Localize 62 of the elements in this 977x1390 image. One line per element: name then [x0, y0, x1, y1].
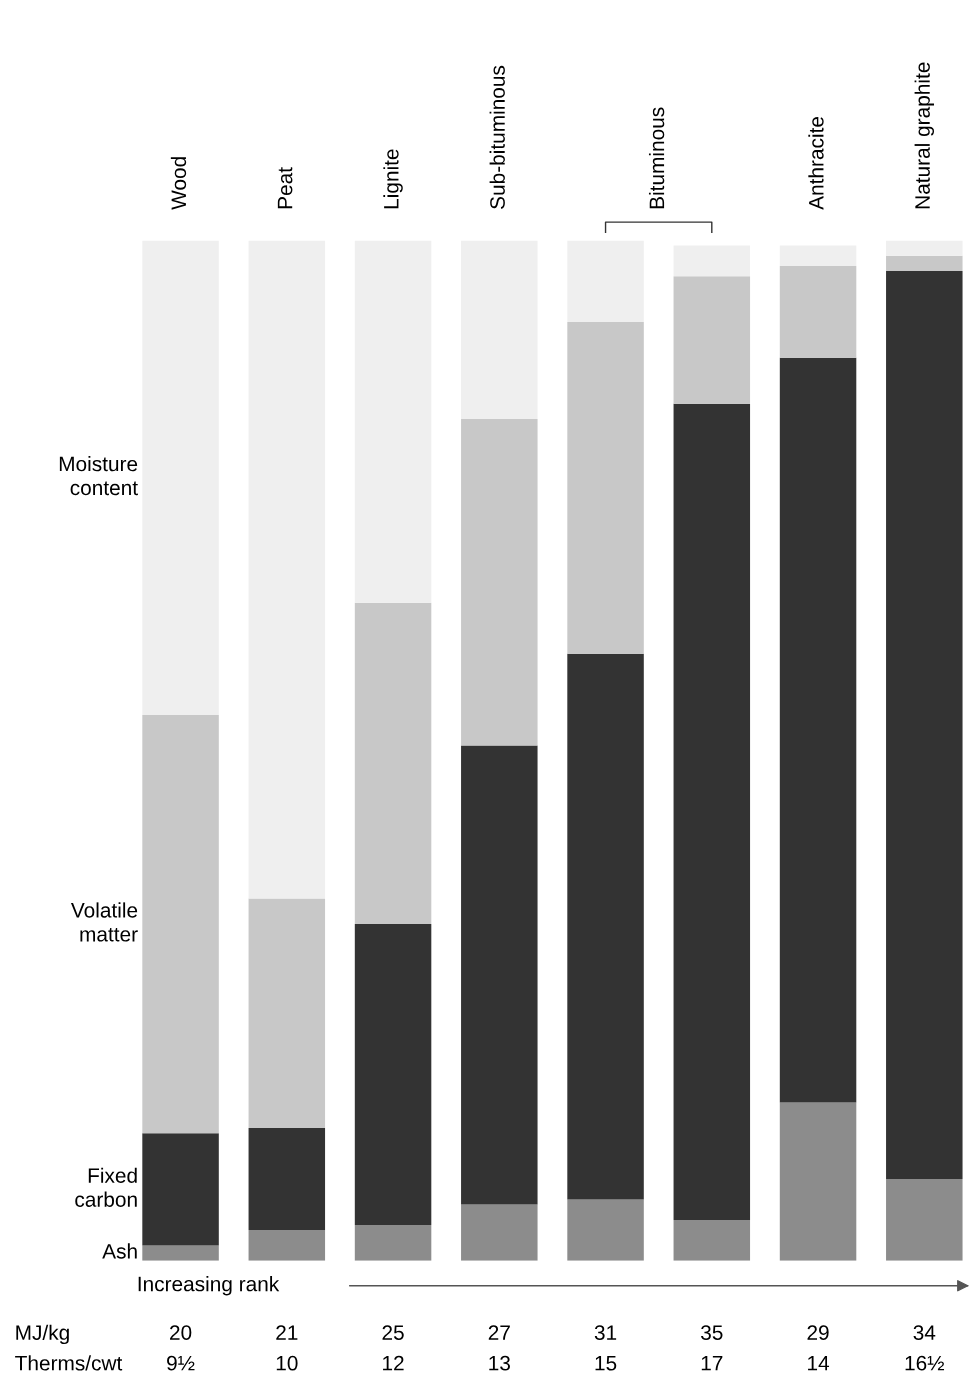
- series-label: Moisture content: [59, 456, 138, 496]
- x-tick-label: Lignite: [383, 149, 403, 209]
- bar: [673, 276, 751, 404]
- x-tick-label: Bituminous: [648, 107, 665, 209]
- text: 35: [701, 1325, 723, 1340]
- bar: [461, 1204, 538, 1261]
- text: 10: [276, 1355, 298, 1371]
- bar: [248, 898, 326, 1129]
- bar: [779, 245, 857, 266]
- bar: [461, 240, 538, 420]
- series-label: Ash: [102, 1243, 137, 1259]
- text: 29: [807, 1325, 829, 1340]
- text: Therms/cwt: [15, 1355, 123, 1371]
- text: Increasing rank: [138, 1276, 280, 1296]
- bar: [142, 714, 219, 1134]
- bar: [248, 1128, 326, 1231]
- x-tick-label: Anthracite: [808, 116, 824, 210]
- bar: [673, 403, 751, 1220]
- text: 21: [276, 1325, 298, 1340]
- x-tick-label: Peat: [277, 167, 293, 209]
- bar: [567, 653, 644, 1200]
- text: 20: [170, 1325, 192, 1340]
- bar: [248, 1230, 326, 1261]
- text: 34: [913, 1325, 936, 1340]
- bar: [142, 1245, 219, 1261]
- bar: [567, 1199, 644, 1261]
- bar: [673, 1219, 751, 1261]
- text: 14: [808, 1356, 830, 1371]
- x-tick-label: Sub-bituminous: [489, 65, 505, 209]
- x-tick-label: Wood: [170, 157, 187, 210]
- text: 25: [382, 1325, 404, 1340]
- bar: [567, 240, 644, 323]
- text: 16½: [905, 1355, 945, 1371]
- bar: [886, 240, 963, 256]
- bar: [354, 1225, 432, 1261]
- text: 12: [383, 1355, 404, 1371]
- series-label: Fixed carbon: [75, 1167, 137, 1207]
- bar: [354, 240, 432, 603]
- text: 27: [488, 1325, 510, 1340]
- text: 17: [701, 1356, 723, 1371]
- bar: [779, 357, 857, 1103]
- bar: [886, 271, 963, 1180]
- bar: [142, 240, 219, 715]
- bar: [354, 602, 432, 925]
- bar: [354, 924, 432, 1226]
- text: 13: [489, 1355, 510, 1371]
- text: 15: [595, 1356, 617, 1371]
- bar: [248, 240, 326, 899]
- bar: [779, 265, 857, 358]
- bar: [886, 1179, 963, 1261]
- bar: [461, 745, 538, 1205]
- bar: [886, 255, 963, 272]
- bar: [673, 245, 751, 277]
- x-tick-label: Natural graphite: [914, 62, 935, 209]
- bar: [567, 322, 644, 654]
- bar: [142, 1133, 219, 1246]
- text: MJ/kg: [16, 1324, 69, 1345]
- text: 9½: [167, 1355, 195, 1371]
- bar: [779, 1102, 857, 1261]
- bar: [461, 419, 538, 746]
- text: 31: [594, 1325, 617, 1340]
- series-label: Volatile matter: [70, 902, 138, 942]
